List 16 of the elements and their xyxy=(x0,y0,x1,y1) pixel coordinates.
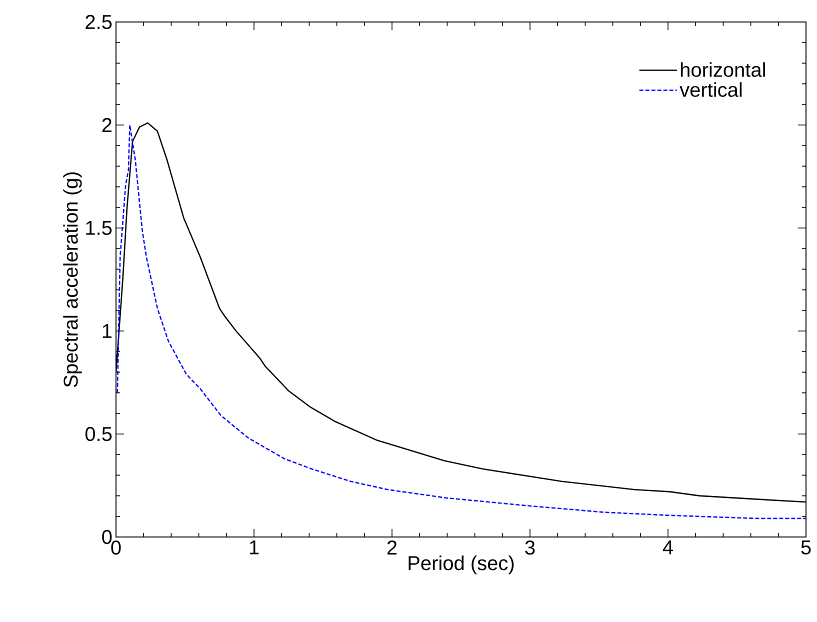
x-tick-label: 3 xyxy=(525,540,535,555)
x-tick-label: 2 xyxy=(387,540,397,554)
legend-label: horizontal xyxy=(680,62,765,77)
y-tick-label: 2.5 xyxy=(86,14,112,30)
x-tick-label: 4 xyxy=(662,540,673,554)
x-tick-label: 5 xyxy=(801,540,811,554)
y-tick-label: 1 xyxy=(102,324,112,338)
y-tick-label: 0.5 xyxy=(85,426,112,442)
x-tick-label: 0 xyxy=(111,540,121,555)
x-axis-title: Period (sec) xyxy=(408,556,514,574)
y-axis-title: Spectral acceleration (g) xyxy=(63,172,82,387)
legend-label: vertical xyxy=(680,82,742,97)
x-tick-label: 1 xyxy=(250,540,259,554)
y-tick-label: 2 xyxy=(102,118,112,132)
y-tick-label: 0 xyxy=(102,530,112,544)
y-tick-label: 1.5 xyxy=(86,221,112,235)
